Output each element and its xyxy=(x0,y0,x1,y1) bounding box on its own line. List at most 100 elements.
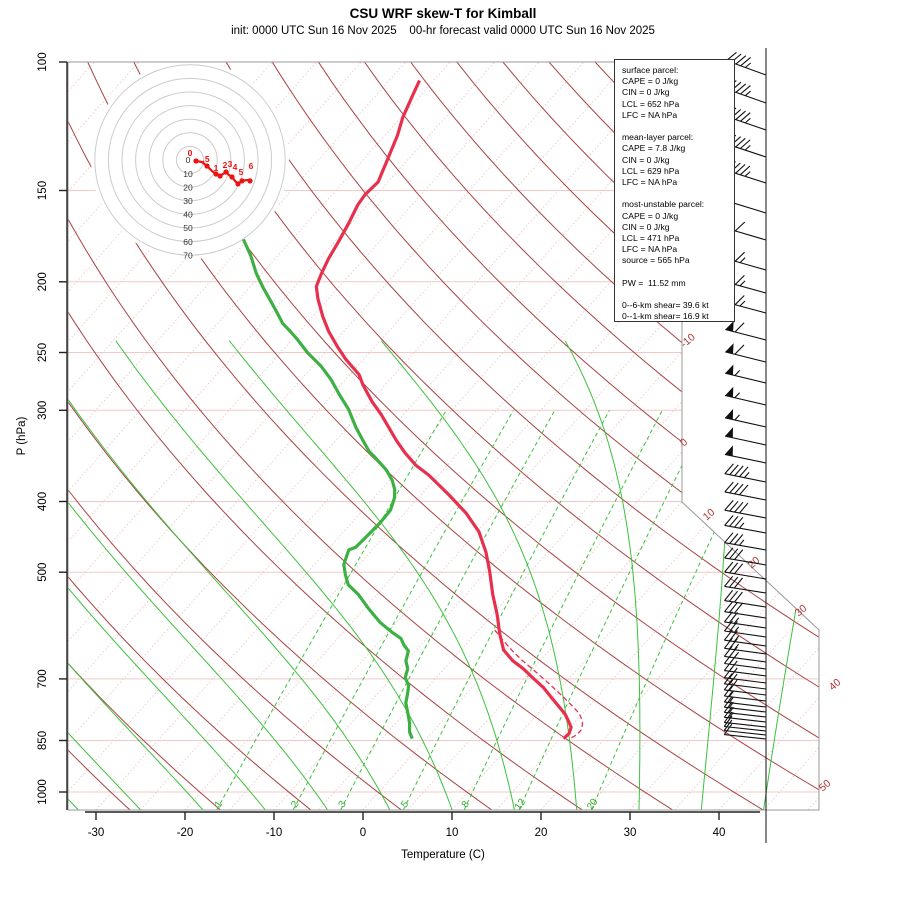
hodograph-point xyxy=(235,181,241,187)
dry-adiabat-line xyxy=(68,62,312,810)
moist-adiabat-line xyxy=(564,340,641,810)
info-line: CAPE = 0 J/kg xyxy=(622,76,679,87)
isotherm-line xyxy=(68,62,451,810)
hodograph-ring-label: 40 xyxy=(183,210,193,220)
info-line: source = 565 hPa xyxy=(622,255,690,266)
x-tick-label: -10 xyxy=(266,827,283,839)
wind-barb xyxy=(723,673,767,690)
hodograph-point xyxy=(229,174,235,180)
wind-barb xyxy=(724,445,767,464)
wind-barb xyxy=(723,711,767,728)
info-line: CIN = 0 J/kg xyxy=(622,87,670,98)
isotherm-line xyxy=(184,62,819,810)
hodograph-point xyxy=(193,158,199,164)
mixing-ratio-line xyxy=(216,410,447,810)
dry-adiabat-line xyxy=(68,62,583,810)
wind-barb xyxy=(725,343,767,363)
wind-barb xyxy=(725,134,767,158)
wind-barb xyxy=(724,481,767,501)
moist-adiabat-line xyxy=(68,340,266,810)
hodograph-background xyxy=(91,61,289,259)
parcel-dashed-line xyxy=(494,629,584,740)
info-line: LCL = 652 hPa xyxy=(622,98,680,109)
moist-adiabat-line xyxy=(68,340,204,810)
info-line: 0--6-km shear= 39.6 kt xyxy=(622,300,709,311)
dry-adiabat-line xyxy=(456,62,819,810)
wind-barb xyxy=(724,386,767,406)
isotherm-line xyxy=(140,62,807,810)
moist-adiabat-line xyxy=(68,340,328,810)
y-tick-label: 250 xyxy=(37,343,49,362)
hodograph-ring-label: 60 xyxy=(183,237,193,247)
info-line xyxy=(622,289,734,300)
isotherm-line xyxy=(718,62,819,810)
isotherm-line xyxy=(585,62,819,810)
mixing-ratio-line xyxy=(292,410,514,810)
info-line: CAPE = 7.8 J/kg xyxy=(622,143,686,154)
isotherm-line xyxy=(68,62,496,810)
hodograph-ring-label: 10 xyxy=(183,169,193,179)
moist-adiabat-line xyxy=(763,340,819,810)
wind-barb xyxy=(725,321,767,341)
wind-barb xyxy=(723,706,767,723)
dewpoint-line xyxy=(241,238,414,740)
hodograph-point xyxy=(223,169,229,175)
hodograph-km-label: .5 xyxy=(202,154,209,164)
moist-adiabat-line xyxy=(228,340,515,810)
mixing-ratio-line xyxy=(402,410,610,810)
moist-adiabat-line xyxy=(380,340,578,810)
wind-barb xyxy=(724,547,767,566)
info-line: CIN = 0 J/kg xyxy=(622,221,670,232)
isotherm-edge-label: 40 xyxy=(827,676,844,693)
hodograph: 0 10 20 30 40 50 60 70 0 .5 1 2 3 4 56 xyxy=(91,61,289,260)
info-line: LFC = NA hPa xyxy=(622,244,678,255)
hodograph-point xyxy=(247,178,253,184)
dry-adiabat-line xyxy=(271,62,819,810)
y-tick-label: 200 xyxy=(37,272,49,291)
mixing-ratio-label: 5 xyxy=(399,799,411,810)
mixing-ratio-label: 3 xyxy=(337,799,349,810)
isotherm-line xyxy=(763,62,819,810)
wind-barb xyxy=(724,575,767,594)
info-line: LFC = NA hPa xyxy=(622,109,678,120)
hodograph-point xyxy=(239,178,245,184)
forecast-subtitle: init: 0000 UTC Sun 16 Nov 2025 00-hr for… xyxy=(231,25,655,37)
dry-adiabat-line xyxy=(317,62,819,810)
info-line: mean-layer parcel: xyxy=(622,132,694,143)
isotherm-line xyxy=(68,62,540,810)
wind-barb xyxy=(723,629,767,647)
moist-adiabat-line xyxy=(115,340,453,810)
isotherm-edge-label: 10 xyxy=(701,506,718,523)
hodograph-km-label: 1 xyxy=(214,163,219,173)
isotherm-line xyxy=(229,62,819,810)
mixing-ratio-line xyxy=(463,410,663,810)
hodograph-km-label: 2 xyxy=(223,160,228,170)
y-tick-label: 1000 xyxy=(37,779,49,805)
mixing-ratio-label: 8 xyxy=(460,799,472,810)
isotherm-line xyxy=(68,62,585,810)
y-axis-title: P (hPa) xyxy=(16,416,28,456)
info-line xyxy=(622,267,734,278)
isotherm-line xyxy=(68,62,718,810)
isotherm-line xyxy=(273,62,819,810)
hodograph-km-label: 5 xyxy=(239,167,244,177)
parcel-info-box: surface parcel: CAPE = 0 J/kg CIN = 0 J/kg… xyxy=(614,59,735,322)
info-line: PW = 11.52 mm xyxy=(622,277,686,288)
info-line: CIN = 0 J/kg xyxy=(622,154,670,165)
wind-barb xyxy=(724,515,767,534)
isotherm-edge-label: 0 xyxy=(678,436,690,449)
hodograph-point xyxy=(217,173,223,179)
mixing-ratio-label: 1 xyxy=(213,799,225,810)
info-line: most-unstable parcel: xyxy=(622,199,705,210)
x-tick-label: -30 xyxy=(88,827,105,839)
hodograph-ring xyxy=(162,132,218,188)
hodograph-ring xyxy=(107,77,273,243)
hodograph-ring-label: 50 xyxy=(183,223,193,233)
dry-adiabat-line xyxy=(68,62,673,810)
wind-barb xyxy=(723,719,767,736)
page-title: CSU WRF skew-T for Kimball xyxy=(349,6,537,21)
isotherm-line xyxy=(496,62,819,810)
hodograph-ring xyxy=(94,64,286,256)
wind-barb xyxy=(723,637,767,655)
